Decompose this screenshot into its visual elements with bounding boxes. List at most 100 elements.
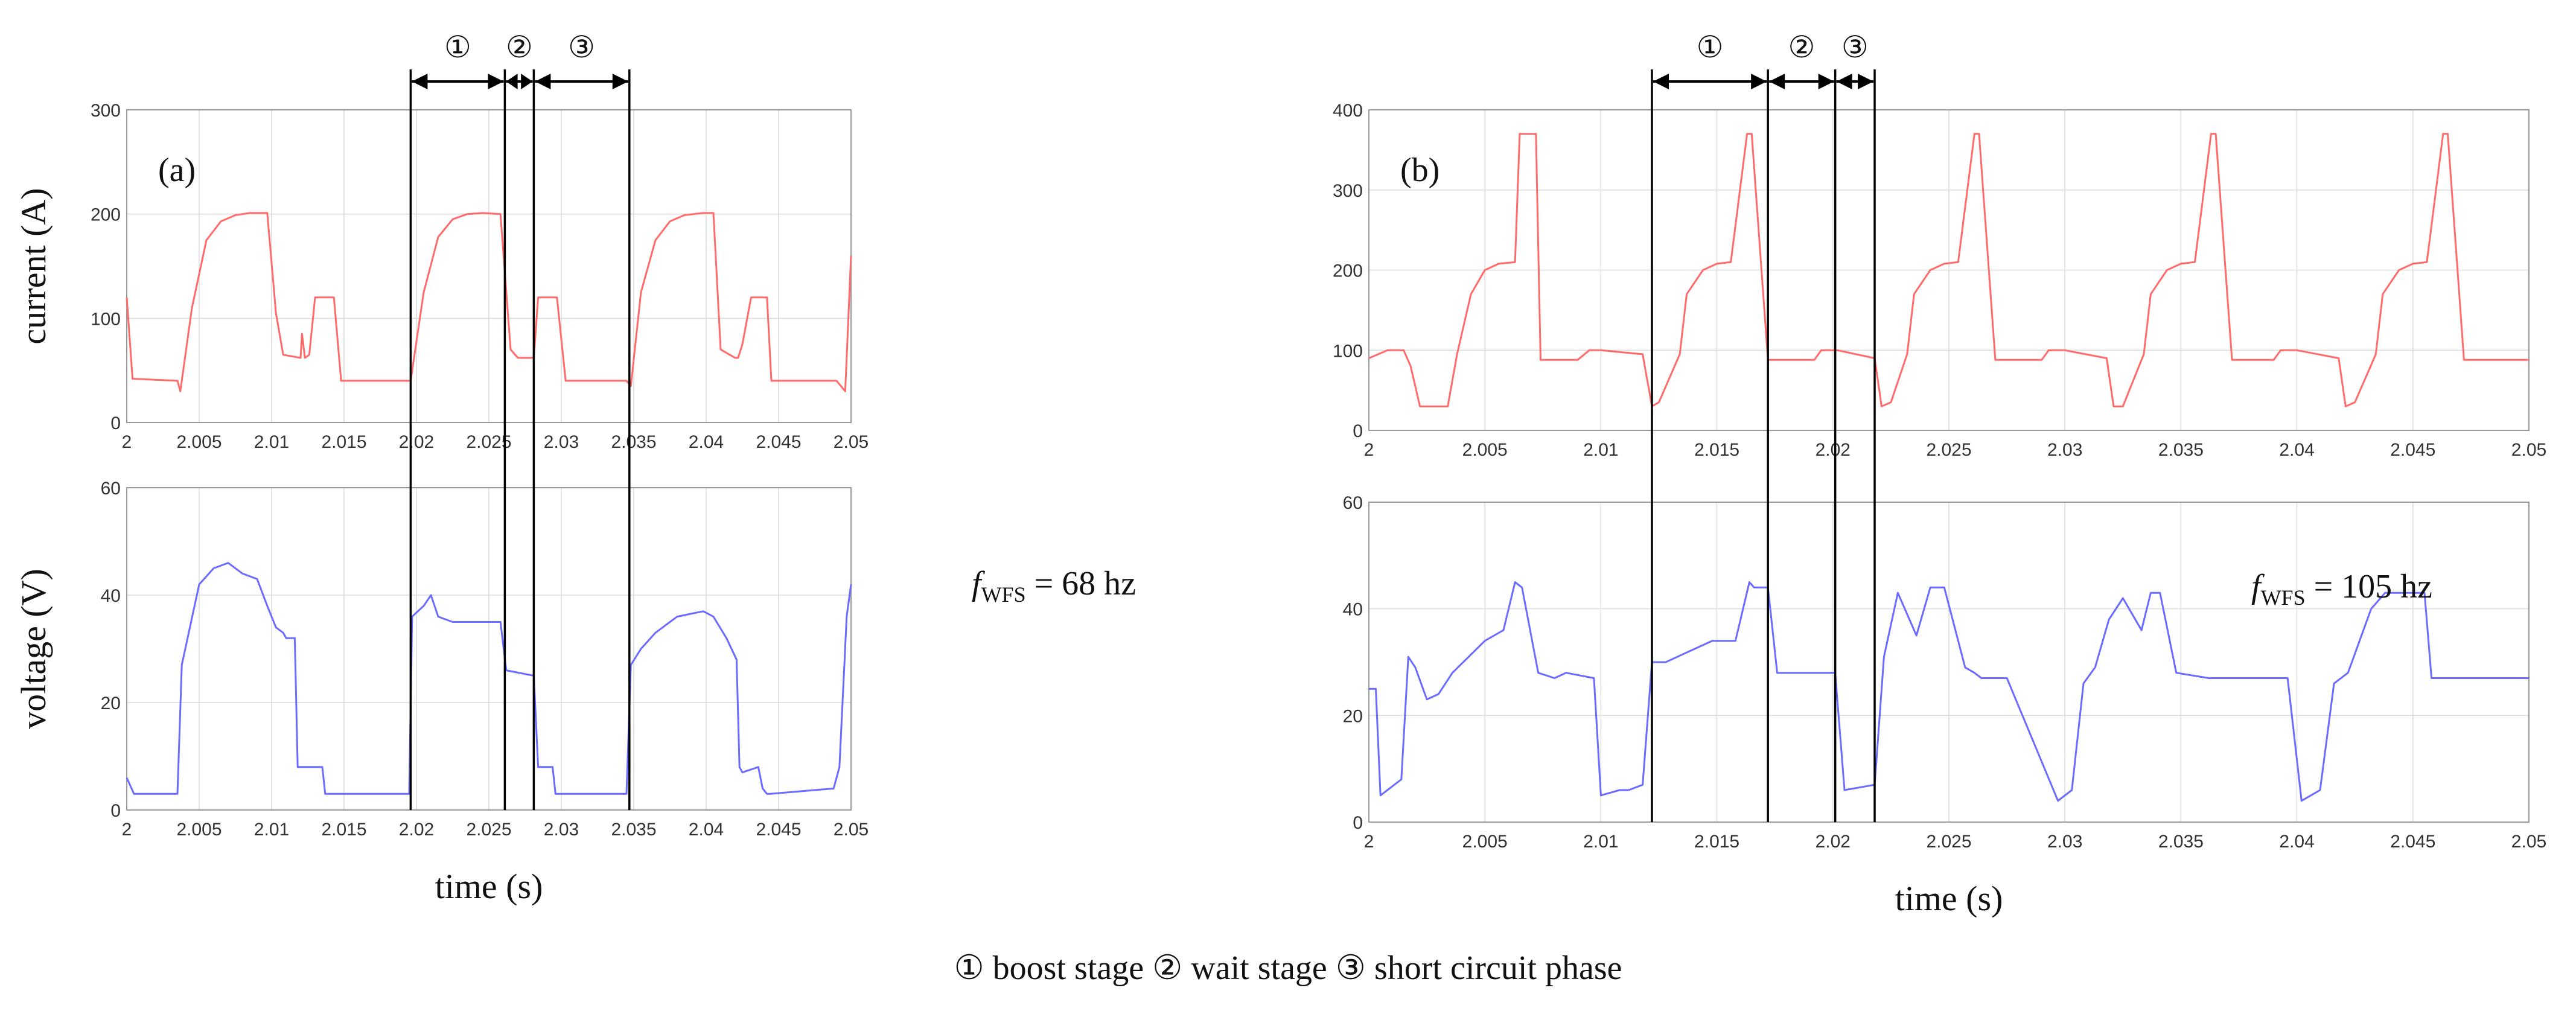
stage-arrow-head-left-1 (1653, 74, 1669, 89)
current-y-tick-label: 100 (1333, 341, 1363, 361)
current-x-tick-label: 2.035 (611, 432, 656, 452)
current-x-tick-label: 2.005 (1462, 440, 1508, 460)
stage-number-1: ① (1697, 30, 1724, 65)
current-x-tick-label: 2.03 (544, 432, 579, 452)
stage-arrow-head-left-3 (535, 74, 551, 89)
voltage-x-tick-label: 2.045 (2390, 832, 2435, 852)
voltage-x-tick-label: 2.005 (1462, 832, 1508, 852)
stage-legend: ① boost stage ② wait stage ③ short circu… (954, 949, 1622, 987)
legend-item-3: ③ short circuit phase (1327, 949, 1622, 987)
legend-item-2: ② wait stage (1144, 949, 1327, 987)
voltage-y-tick-label: 0 (1353, 813, 1363, 833)
stage-number-2: ② (506, 30, 533, 65)
stage-arrow-head-right-2 (521, 74, 533, 89)
voltage-y-tick-label: 60 (101, 479, 121, 499)
voltage-x-tick-label: 2.03 (2047, 832, 2082, 852)
current-x-tick-label: 2.025 (1926, 440, 1971, 460)
current-x-tick-label: 2.03 (2047, 440, 2082, 460)
panel-label: (b) (1400, 151, 1439, 189)
current-x-tick-label: 2.005 (176, 432, 222, 452)
voltage-x-tick-label: 2.025 (1926, 832, 1971, 852)
current-x-tick-label: 2.05 (834, 432, 869, 452)
stage-number-1: ① (444, 30, 471, 65)
voltage-x-tick-label: 2.015 (1694, 832, 1739, 852)
current-plot-border (1368, 109, 2530, 431)
voltage-series-line (126, 562, 852, 795)
voltage-x-tick-label: 2.035 (611, 820, 656, 840)
current-x-tick-label: 2.035 (2158, 440, 2204, 460)
stage-arrow-head-right-3 (1857, 74, 1873, 89)
stage-arrow-head-left-3 (1836, 74, 1852, 89)
x-axis-title: time (s) (1895, 879, 2003, 918)
current-y-tick-label: 300 (91, 101, 121, 121)
current-x-tick-label: 2.045 (756, 432, 801, 452)
stage-number-2: ② (1788, 30, 1815, 65)
current-subplot: 2 2.005 2.01 2.015 2.02 2.025 2.03 2.035 2.04 2.0… (1333, 101, 2546, 460)
stage-number-3: ③ (1841, 30, 1869, 65)
current-x-tick-label: 2.015 (321, 432, 366, 452)
voltage-x-tick-label: 2.05 (2511, 832, 2546, 852)
current-y-tick-label: 200 (1333, 261, 1363, 281)
voltage-series-line (1369, 581, 2529, 802)
voltage-x-tick-label: 2.01 (1583, 832, 1618, 852)
current-y-tick-label: 400 (1333, 101, 1363, 121)
stage-arrow-head-left-1 (412, 74, 428, 89)
current-x-tick-label: 2 (1364, 440, 1374, 460)
current-y-tick-label: 200 (91, 205, 121, 225)
voltage-subplot: 2 2.005 2.01 2.015 2.02 2.025 2.03 2.035 2.04 2.0… (1343, 493, 2547, 852)
current-x-tick-label: 2.02 (399, 432, 434, 452)
current-x-tick-label: 2.015 (1694, 440, 1739, 460)
current-y-tick-label: 0 (1353, 421, 1363, 441)
voltage-x-tick-label: 2.04 (2279, 832, 2314, 852)
frequency-annotation: fWFS = 105 hz (2251, 568, 2432, 610)
voltage-y-tick-label: 60 (1343, 493, 1363, 513)
voltage-x-tick-label: 2.02 (1816, 832, 1851, 852)
current-axis-title: current (A) (14, 188, 53, 344)
current-series-line (1368, 133, 2529, 407)
stage-arrow-head-right-1 (488, 74, 504, 89)
voltage-x-tick-label: 2.01 (254, 820, 289, 840)
voltage-subplot: 2 2.005 2.01 2.015 2.02 2.025 2.03 2.035 2.04 2.0… (14, 479, 869, 840)
legend-item-1: ① boost stage (954, 949, 1144, 987)
voltage-y-tick-label: 20 (1343, 706, 1363, 726)
stage-arrow-head-left-2 (1769, 74, 1785, 89)
current-x-tick-label: 2.01 (254, 432, 289, 452)
voltage-x-tick-label: 2.04 (689, 820, 724, 840)
current-x-tick-label: 2.04 (689, 432, 724, 452)
voltage-x-tick-label: 2.045 (756, 820, 801, 840)
voltage-x-tick-label: 2.05 (834, 820, 869, 840)
current-x-tick-label: 2.05 (2511, 440, 2546, 460)
x-axis-title: time (s) (435, 867, 543, 906)
current-y-tick-label: 0 (110, 413, 121, 433)
voltage-plot-border (1368, 502, 2530, 823)
current-x-tick-label: 2.01 (1583, 440, 1618, 460)
voltage-x-tick-label: 2.005 (176, 820, 222, 840)
stage-arrow-head-left-2 (506, 74, 518, 89)
current-series-line (126, 212, 852, 392)
stage-arrow-head-right-3 (612, 74, 628, 89)
voltage-plot-border (126, 487, 852, 811)
current-x-tick-label: 2.045 (2390, 440, 2435, 460)
voltage-x-tick-label: 2.025 (466, 820, 511, 840)
current-x-tick-label: 2 (122, 432, 132, 452)
voltage-axis-title: voltage (V) (14, 569, 53, 729)
voltage-y-tick-label: 0 (110, 801, 121, 821)
current-y-tick-label: 300 (1333, 181, 1363, 201)
stage-arrow-head-right-2 (1818, 74, 1834, 89)
current-subplot: 2 2.005 2.01 2.015 2.02 2.025 2.03 2.035 2.04 2.0… (14, 101, 869, 452)
frequency-annotation: fWFS = 68 hz (972, 565, 1136, 607)
voltage-y-tick-label: 20 (101, 694, 121, 713)
stage-legend-text: ① boost stage ② wait stage ③ short circu… (954, 949, 1622, 987)
panel-label: (a) (158, 151, 196, 189)
chart-panel-b: 2 2.005 2.01 2.015 2.02 2.025 2.03 2.035 2.04 2.0… (1333, 30, 2546, 918)
voltage-x-tick-label: 2.015 (321, 820, 366, 840)
voltage-x-tick-label: 2.02 (399, 820, 434, 840)
current-x-tick-label: 2.02 (1816, 440, 1851, 460)
stage-arrow-head-right-1 (1751, 74, 1767, 89)
stage-number-3: ③ (568, 30, 595, 65)
voltage-x-tick-label: 2.03 (544, 820, 579, 840)
current-y-tick-label: 100 (91, 309, 121, 329)
voltage-y-tick-label: 40 (101, 586, 121, 606)
voltage-x-tick-label: 2 (1364, 832, 1374, 852)
